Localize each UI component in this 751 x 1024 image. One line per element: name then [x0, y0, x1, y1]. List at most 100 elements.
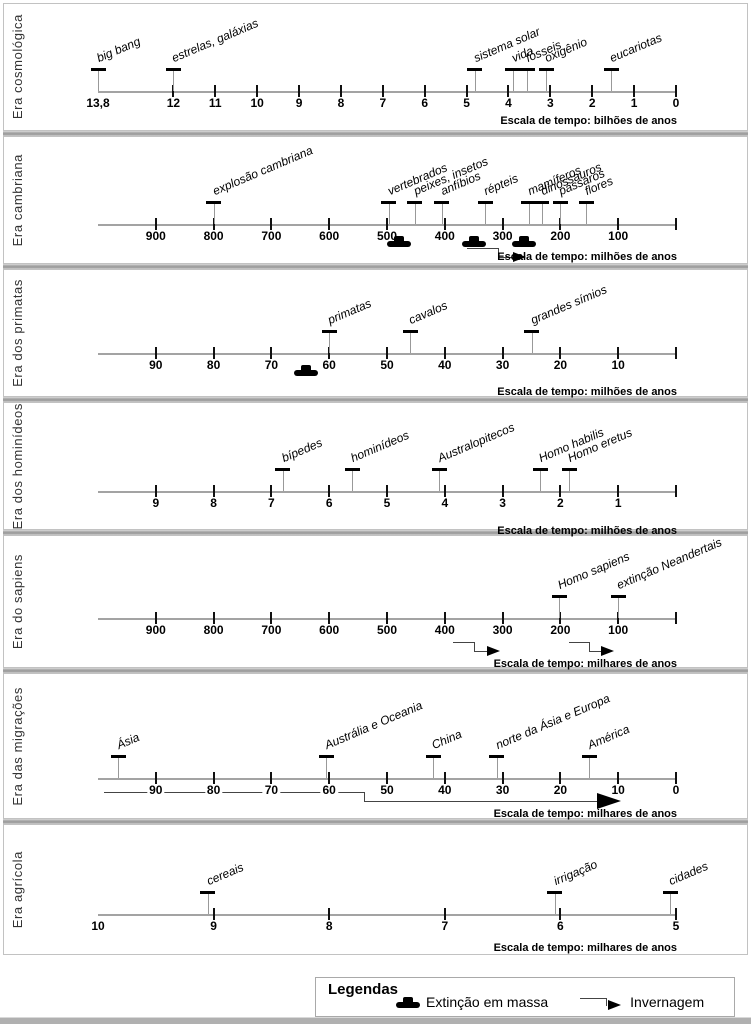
- tick-label: 13,8: [84, 96, 112, 110]
- tick-mark: [381, 85, 384, 97]
- legend-item-label: Invernagem: [630, 994, 705, 1010]
- tick-mark: [212, 612, 215, 624]
- event-marker: [547, 891, 563, 894]
- tick-mark: [675, 908, 677, 920]
- scale-label: Escala de tempo: bilhões de anos: [500, 115, 677, 127]
- tick-label: 50: [378, 358, 396, 372]
- tick-label: 20: [551, 358, 570, 372]
- event-marker: [434, 201, 450, 204]
- mass-extinction-icon: [511, 236, 536, 247]
- tick-label: 12: [164, 96, 183, 110]
- event-label: irrigação: [551, 857, 599, 888]
- event-stem: [213, 203, 215, 224]
- invernagem-line-upper: [466, 248, 499, 249]
- tick-mark: [298, 85, 301, 97]
- tick-mark: [465, 85, 468, 97]
- tick-label: 300: [490, 623, 515, 637]
- tick-mark: [617, 218, 620, 230]
- tick-label: 4: [439, 496, 451, 510]
- tick-mark: [212, 908, 215, 920]
- tick-mark: [559, 347, 562, 359]
- bottom-separator: [0, 1017, 751, 1024]
- tick-label: 70: [262, 358, 281, 372]
- event-label: Austrália e Oceania: [322, 698, 425, 752]
- tick-label: 9: [293, 96, 305, 110]
- tick-mark: [386, 347, 388, 359]
- scale-label: Escala de tempo: milhares de anos: [493, 808, 677, 820]
- tick-mark: [328, 908, 331, 920]
- tick-label: 10: [609, 358, 627, 372]
- tick-label: 30: [493, 358, 512, 372]
- tick-label: 3: [545, 96, 556, 110]
- tick-mark: [501, 485, 504, 497]
- event-label: eucariotas: [607, 30, 665, 65]
- tick-mark: [443, 485, 446, 497]
- tick-label: 5: [381, 496, 393, 510]
- tick-mark: [212, 485, 215, 497]
- tick-label: 600: [317, 229, 342, 243]
- tick-label: 11: [206, 96, 224, 110]
- era-label-text: Era dos hominídeos: [10, 402, 25, 530]
- panel-separator: [3, 131, 748, 136]
- invernagem-icon: [580, 994, 624, 1010]
- era-panel-7: Era agrícola 10 9 8 7 6 5 cereais irrigação cidad…: [3, 824, 748, 955]
- event-marker: [344, 468, 360, 471]
- tick-label: 0: [670, 96, 682, 110]
- event-label: estrelas, galáxias: [169, 15, 261, 65]
- tick-label: 40: [436, 783, 454, 797]
- event-stem: [282, 470, 284, 491]
- era-panel-4: Era dos hominídeos 9 8 7 6 5 4 3 2 1 bípedes hominí…: [3, 402, 748, 537]
- event-label: hominídeos: [348, 427, 412, 465]
- tick-label: 6: [323, 496, 335, 510]
- era-label: Era das migrações: [10, 674, 25, 818]
- era-panel-6: Era das migrações 90 80 70 60 50 40 30 20 10 0 Ásia…: [3, 673, 748, 820]
- event-marker: [321, 330, 337, 333]
- tick-mark: [328, 218, 331, 230]
- event-stem: [541, 203, 543, 224]
- tick-label: 400: [432, 623, 457, 637]
- tick-mark: [501, 612, 504, 624]
- tick-mark: [675, 347, 677, 359]
- tick-mark: [270, 485, 273, 497]
- tick-label: 900: [143, 623, 168, 637]
- tick-label: 500: [374, 623, 400, 637]
- tick-label: 500: [374, 229, 400, 243]
- tick-mark: [328, 347, 331, 359]
- tick-mark: [591, 85, 594, 97]
- event-marker: [524, 330, 539, 333]
- tick-label: 9: [208, 919, 219, 933]
- event-label: cidades: [666, 858, 711, 888]
- event-stem: [207, 893, 209, 914]
- tick-label: 20: [551, 783, 570, 797]
- tick-mark: [501, 218, 504, 230]
- event-marker: [519, 68, 535, 71]
- panel-separator: [3, 668, 748, 673]
- scale-label: Escala de tempo: milhares de anos: [493, 658, 677, 670]
- tick-label: 50: [378, 783, 396, 797]
- tick-mark: [270, 347, 273, 359]
- tick-mark: [443, 347, 446, 359]
- event-marker: [467, 68, 483, 71]
- invernagem-line-drop: [497, 248, 499, 258]
- invernagem-arrow-icon: [486, 646, 500, 656]
- tick-mark: [675, 612, 677, 624]
- invernagem-line-upper: [103, 792, 365, 793]
- tick-mark: [443, 218, 446, 230]
- tick-mark: [270, 612, 273, 624]
- event-label: bípedes: [279, 435, 325, 465]
- tick-label: 10: [248, 96, 266, 110]
- event-stem: [388, 203, 390, 224]
- tick-label: 60: [320, 783, 338, 797]
- tick-label: 6: [555, 919, 566, 933]
- tick-mark: [501, 772, 504, 784]
- event-marker: [521, 201, 537, 204]
- tick-mark: [443, 908, 446, 920]
- event-marker: [110, 755, 126, 758]
- era-label-text: Era dos primatas: [10, 279, 25, 387]
- tick-mark: [549, 85, 552, 97]
- event-marker: [381, 201, 397, 204]
- tick-mark: [328, 485, 331, 497]
- tick-mark: [154, 347, 157, 359]
- tick-mark: [212, 772, 215, 784]
- tick-mark: [386, 612, 388, 624]
